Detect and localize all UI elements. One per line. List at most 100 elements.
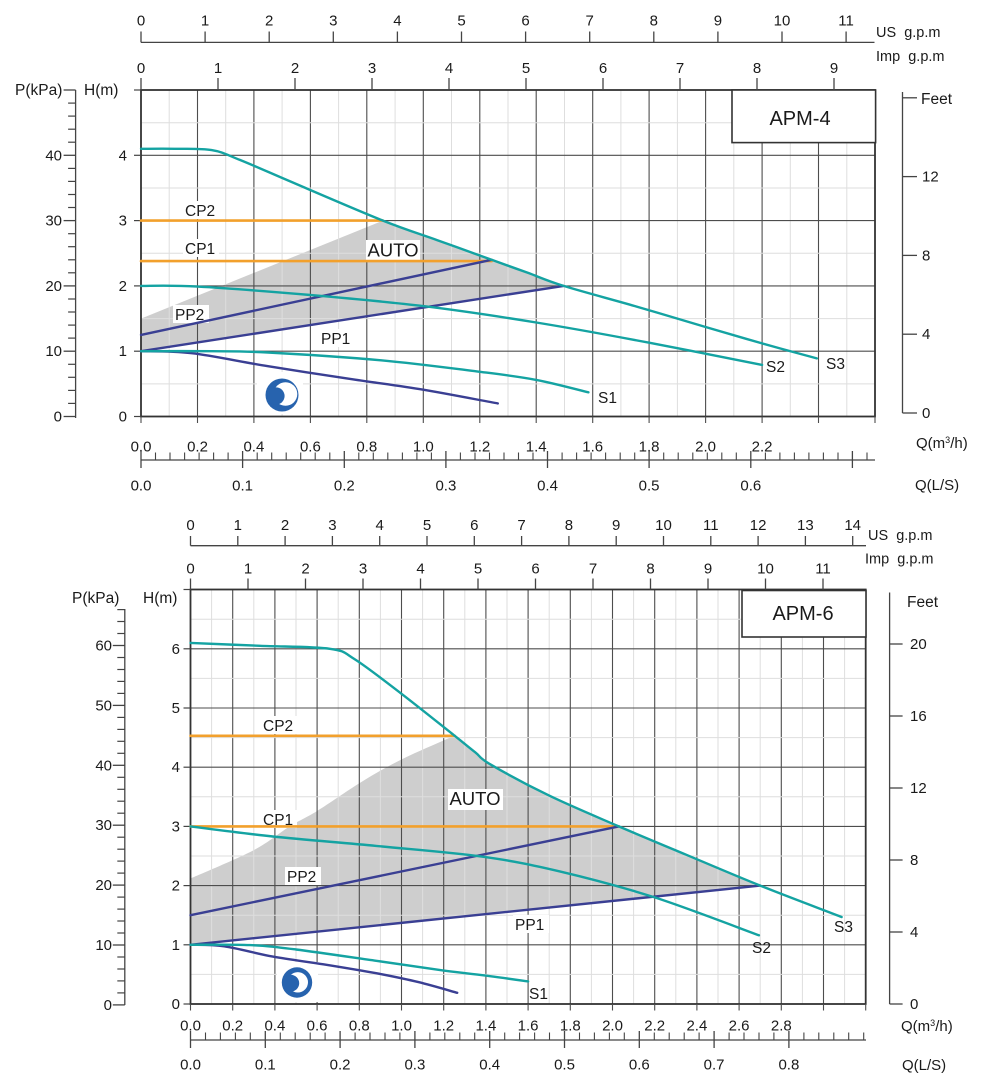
svg-text:2.0: 2.0 <box>602 1018 623 1035</box>
svg-text:Q(L/S): Q(L/S) <box>915 477 959 494</box>
svg-text:7: 7 <box>517 517 525 534</box>
svg-text:0.2: 0.2 <box>330 1057 351 1074</box>
svg-text:5: 5 <box>423 517 431 534</box>
svg-text:8: 8 <box>910 852 918 869</box>
svg-text:2: 2 <box>172 878 180 895</box>
svg-text:PP2: PP2 <box>287 869 316 886</box>
svg-text:3: 3 <box>328 517 336 534</box>
svg-text:12: 12 <box>922 169 939 186</box>
svg-text:6: 6 <box>172 641 180 658</box>
svg-text:4: 4 <box>910 924 918 941</box>
svg-text:11: 11 <box>703 517 719 534</box>
svg-text:0.0: 0.0 <box>180 1057 201 1074</box>
svg-text:1.2: 1.2 <box>469 439 490 456</box>
svg-text:2.2: 2.2 <box>752 439 773 456</box>
svg-text:CP1: CP1 <box>185 241 215 258</box>
svg-text:Q(m3/h): Q(m3/h) <box>916 435 968 452</box>
svg-text:11: 11 <box>838 13 854 30</box>
svg-text:6: 6 <box>531 561 539 578</box>
svg-text:1.2: 1.2 <box>433 1018 454 1035</box>
svg-text:3: 3 <box>172 818 180 835</box>
svg-text:20: 20 <box>95 877 112 894</box>
svg-text:0.4: 0.4 <box>537 478 558 495</box>
svg-text:1.8: 1.8 <box>560 1018 581 1035</box>
svg-text:0.4: 0.4 <box>243 439 264 456</box>
svg-text:4: 4 <box>922 326 930 343</box>
svg-text:0: 0 <box>104 997 112 1014</box>
svg-text:1: 1 <box>234 517 242 534</box>
svg-text:0.2: 0.2 <box>222 1018 243 1035</box>
svg-text:PP2: PP2 <box>175 307 204 324</box>
svg-text:Imp g.p.m: Imp g.p.m <box>865 552 934 568</box>
svg-text:10: 10 <box>45 343 62 360</box>
svg-text:1.0: 1.0 <box>413 439 434 456</box>
svg-text:0: 0 <box>186 561 194 578</box>
svg-text:S2: S2 <box>752 940 771 957</box>
svg-text:7: 7 <box>589 561 597 578</box>
svg-text:0.3: 0.3 <box>435 478 456 495</box>
svg-text:0: 0 <box>172 996 180 1013</box>
svg-text:5: 5 <box>172 700 180 717</box>
svg-text:1.6: 1.6 <box>582 439 603 456</box>
svg-text:9: 9 <box>704 561 712 578</box>
svg-text:0.6: 0.6 <box>307 1018 328 1035</box>
svg-text:1.0: 1.0 <box>391 1018 412 1035</box>
svg-text:16: 16 <box>910 708 927 725</box>
svg-text:6: 6 <box>521 13 529 30</box>
svg-text:4: 4 <box>445 60 453 77</box>
svg-text:12: 12 <box>910 780 927 797</box>
svg-text:AUTO: AUTO <box>449 788 500 809</box>
svg-text:2: 2 <box>119 278 127 295</box>
svg-text:2: 2 <box>291 60 299 77</box>
svg-text:2.8: 2.8 <box>771 1018 792 1035</box>
svg-text:2: 2 <box>265 13 273 30</box>
svg-text:10: 10 <box>655 517 672 534</box>
svg-text:50: 50 <box>95 697 112 714</box>
svg-text:H(m): H(m) <box>143 590 177 607</box>
svg-text:4: 4 <box>119 147 127 164</box>
svg-text:5: 5 <box>457 13 465 30</box>
svg-text:2: 2 <box>301 561 309 578</box>
svg-text:9: 9 <box>714 13 722 30</box>
svg-text:US g.p.m: US g.p.m <box>868 528 932 544</box>
svg-text:CP1: CP1 <box>263 812 293 829</box>
svg-text:0: 0 <box>186 517 194 534</box>
svg-text:0: 0 <box>54 409 62 426</box>
svg-text:0: 0 <box>137 13 145 30</box>
svg-text:0.3: 0.3 <box>404 1057 425 1074</box>
svg-text:Q(L/S): Q(L/S) <box>902 1057 946 1074</box>
svg-text:0.0: 0.0 <box>131 478 152 495</box>
svg-text:40: 40 <box>95 757 112 774</box>
svg-text:6: 6 <box>470 517 478 534</box>
svg-text:2.2: 2.2 <box>644 1018 665 1035</box>
svg-text:13: 13 <box>797 517 814 534</box>
svg-text:0: 0 <box>137 60 145 77</box>
svg-text:10: 10 <box>757 561 774 578</box>
svg-text:4: 4 <box>172 759 180 776</box>
svg-text:10: 10 <box>95 937 112 954</box>
svg-text:0.6: 0.6 <box>740 478 761 495</box>
svg-text:0.5: 0.5 <box>554 1057 575 1074</box>
svg-text:20: 20 <box>45 278 62 295</box>
svg-text:Q(m3/h): Q(m3/h) <box>901 1018 953 1035</box>
svg-text:0.8: 0.8 <box>778 1057 799 1074</box>
svg-text:6: 6 <box>599 60 607 77</box>
svg-text:5: 5 <box>522 60 530 77</box>
svg-text:Imp g.p.m: Imp g.p.m <box>876 49 945 65</box>
svg-text:PP1: PP1 <box>321 331 350 348</box>
svg-text:S2: S2 <box>766 359 785 376</box>
svg-text:8: 8 <box>646 561 654 578</box>
svg-text:P(kPa): P(kPa) <box>72 590 119 607</box>
svg-text:4: 4 <box>376 517 384 534</box>
svg-text:S1: S1 <box>598 390 617 407</box>
svg-text:H(m): H(m) <box>84 82 118 99</box>
svg-text:11: 11 <box>815 561 831 578</box>
svg-text:CP2: CP2 <box>185 203 215 220</box>
svg-text:1: 1 <box>119 343 127 360</box>
svg-text:3: 3 <box>368 60 376 77</box>
svg-text:0.8: 0.8 <box>349 1018 370 1035</box>
svg-text:60: 60 <box>95 638 112 655</box>
svg-text:Feet: Feet <box>907 594 939 611</box>
svg-text:7: 7 <box>676 60 684 77</box>
svg-text:0.2: 0.2 <box>334 478 355 495</box>
